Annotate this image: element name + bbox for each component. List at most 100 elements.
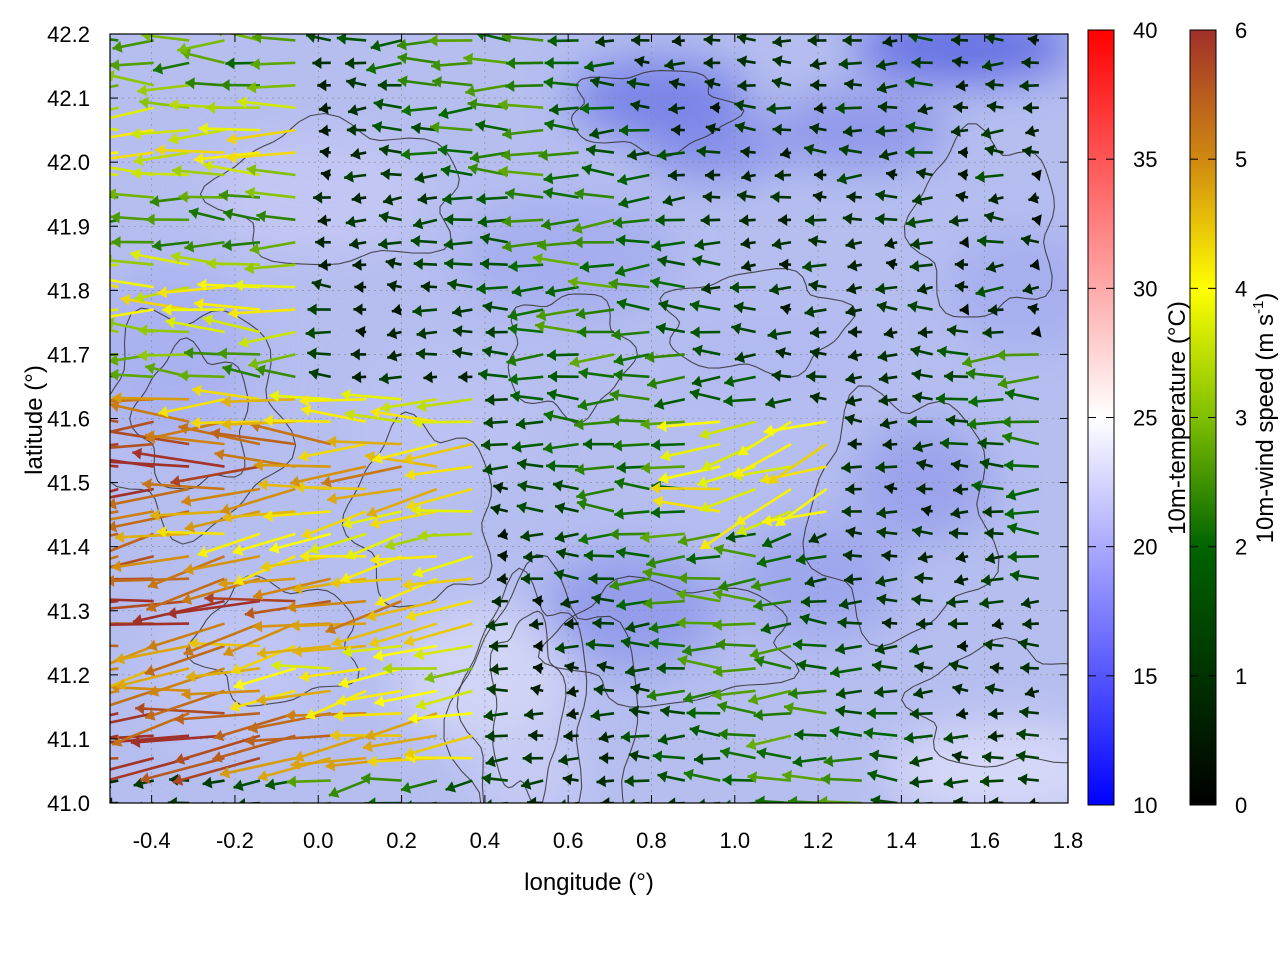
wind-vector-526 xyxy=(548,370,579,383)
wind-vector-707 xyxy=(256,210,296,223)
wind-vector-698 xyxy=(910,237,933,250)
wind-vector-875 xyxy=(465,83,508,97)
wind-vector-421 xyxy=(640,461,685,474)
wind-vector-830 xyxy=(809,122,827,135)
wind-vector-47 xyxy=(782,769,827,782)
wind-vector-197 xyxy=(342,644,402,658)
wind-vector-304 xyxy=(299,550,367,563)
wind-vector-281 xyxy=(496,572,508,585)
wind-vector-147 xyxy=(530,684,544,696)
wind-vector-242 xyxy=(1022,617,1039,630)
wind-vector-832 xyxy=(875,125,898,138)
wind-vector-593 xyxy=(1031,325,1042,338)
wind-vector-316 xyxy=(756,555,792,568)
wind-vector-70 xyxy=(652,750,685,763)
wind-vector-388 xyxy=(405,487,473,511)
wind-vector-841 xyxy=(205,101,260,114)
wind-vector-782 xyxy=(1031,169,1042,182)
wind-vector-413 xyxy=(321,465,402,488)
wind-vector-766 xyxy=(440,164,473,177)
x-tick-label: -0.4 xyxy=(133,828,171,853)
wind-vector-690 xyxy=(616,234,650,247)
wind-vector-675 xyxy=(110,240,119,246)
wind-vector-549 xyxy=(415,347,438,360)
wind-vector-617 xyxy=(907,300,933,313)
wind-vector-368 xyxy=(653,495,721,513)
wind-vector-293 xyxy=(914,572,933,585)
wind-vector-167 xyxy=(233,667,296,691)
wind-vector-431 xyxy=(1004,459,1039,472)
wind-vector-310 xyxy=(556,547,579,560)
wind-vector-67 xyxy=(558,753,579,766)
wind-vector-893 xyxy=(152,61,190,75)
wind-vector-870 xyxy=(317,79,331,92)
wind-vector-944 xyxy=(1027,34,1040,46)
wind-vector-697 xyxy=(884,237,898,250)
wind-vector-215 xyxy=(1017,637,1040,650)
wind-vector-816 xyxy=(318,124,331,137)
wind-vector-572 xyxy=(238,330,296,348)
wind-vector-416 xyxy=(482,463,508,476)
colorbar-tick-label: 40 xyxy=(1133,18,1157,43)
wind-vector-253 xyxy=(405,599,473,622)
wind-vector-911 xyxy=(809,58,827,71)
wind-vector-142 xyxy=(305,689,367,720)
wind-vector-400 xyxy=(884,482,898,495)
wind-vector-118 xyxy=(408,711,473,725)
wind-vector-91 xyxy=(404,734,473,759)
wind-vector-934 xyxy=(671,34,685,47)
wind-vector-474 xyxy=(610,414,650,427)
wind-vector-658 xyxy=(444,257,473,270)
wind-vector-99 xyxy=(718,728,756,741)
wind-vector-815 xyxy=(226,128,296,145)
wind-vector-245 xyxy=(110,599,190,610)
terrain-contours xyxy=(110,70,1068,803)
wind-vector-165 xyxy=(148,667,225,697)
wind-vector-441 xyxy=(372,442,438,465)
wind-vector-155 xyxy=(788,687,827,700)
wind-vector-524 xyxy=(478,368,508,381)
wind-vector-407 xyxy=(110,460,190,468)
wind-vector-76 xyxy=(869,749,898,762)
wind-vector-198 xyxy=(373,644,438,662)
wind-vector-221 xyxy=(223,622,296,657)
wind-vector-656 xyxy=(385,257,402,270)
wind-vector-811 xyxy=(110,128,154,139)
wind-vector-336 xyxy=(520,529,544,542)
wind-vector-331 xyxy=(308,532,367,555)
y-tick-label: 42.0 xyxy=(47,150,90,175)
wind-vector-262 xyxy=(753,599,792,612)
wind-vector-545 xyxy=(248,353,296,370)
wind-vector-366 xyxy=(614,507,650,520)
wind-vector-259 xyxy=(642,597,685,610)
wind-vector-319 xyxy=(881,549,898,562)
wind-vector-439 xyxy=(298,442,367,462)
wind-vector-937 xyxy=(772,35,792,48)
wind-vector-390 xyxy=(517,480,544,493)
wind-vector-781 xyxy=(975,170,1004,183)
wind-vector-45 xyxy=(722,774,756,787)
wind-vector-933 xyxy=(631,34,650,47)
wind-vector-684 xyxy=(410,235,438,248)
wind-vector-737 xyxy=(382,193,402,206)
wind-vector-171 xyxy=(382,662,437,675)
wind-vector-427 xyxy=(875,461,898,474)
wind-vector-859 xyxy=(877,101,898,114)
wind-vector-260 xyxy=(676,589,721,603)
wind-vector-121 xyxy=(566,707,579,720)
wind-vector-722 xyxy=(805,214,827,227)
wind-vector-769 xyxy=(543,172,579,185)
wind-vector-935 xyxy=(703,34,721,46)
wind-vector-395 xyxy=(650,482,721,495)
wind-vector-40 xyxy=(562,773,579,786)
temperature-colorbar: 10 15 20 25 30 35 40 10m-temperature (°C) xyxy=(1087,18,1191,818)
wind-vector-680 xyxy=(249,240,296,255)
wind-vector-192 xyxy=(144,644,225,677)
wind-vector-462 xyxy=(145,420,225,444)
wind-vector-470 xyxy=(483,416,508,429)
wind-vector-491 xyxy=(221,395,296,408)
wind-vector-638 xyxy=(701,282,721,295)
wind-vector-138 xyxy=(144,689,225,721)
wind-vector-667 xyxy=(779,258,792,271)
wind-vector-855 xyxy=(734,99,756,112)
